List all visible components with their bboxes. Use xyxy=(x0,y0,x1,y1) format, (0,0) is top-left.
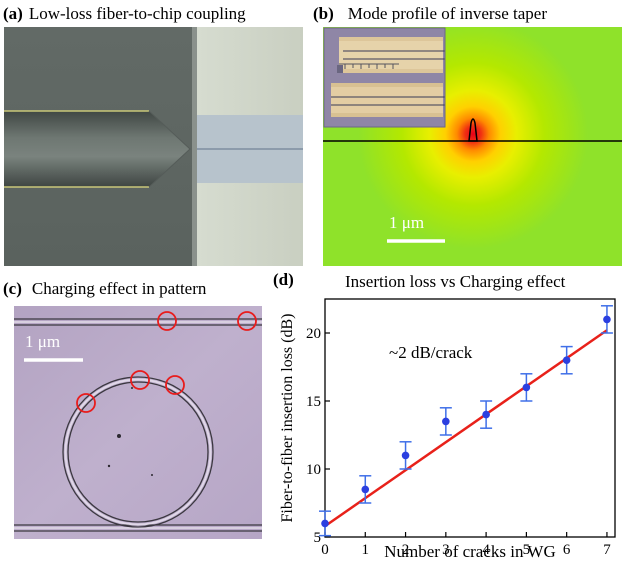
y-axis-label: Fiber-to-fiber insertion loss (dB) xyxy=(279,314,296,523)
data-point xyxy=(562,356,571,364)
y-tick-label: 5 xyxy=(314,530,322,546)
data-point xyxy=(401,451,410,460)
x-tick-label: 1 xyxy=(362,542,370,558)
debris-particle xyxy=(107,464,111,468)
fiber-tip-edge xyxy=(148,110,191,188)
panel-b-mode-profile: 1 μm xyxy=(323,27,622,266)
x-tick-label: 2 xyxy=(402,542,410,558)
panel-a-title: (a) Low-loss fiber-to-chip coupling xyxy=(3,4,246,24)
panel-b-title-text: Mode profile of inverse taper xyxy=(347,4,547,23)
bus-waveguide-top xyxy=(14,318,262,326)
data-point xyxy=(442,417,450,426)
linear-fit-line xyxy=(324,329,608,528)
data-point xyxy=(603,315,611,324)
data-point xyxy=(522,383,531,392)
panel-c-micrograph: 1 μm xyxy=(14,306,262,539)
chart-annotation: ~2 dB/crack xyxy=(389,343,473,362)
y-tick-label: 15 xyxy=(306,394,321,410)
panel-a-letter: (a) xyxy=(3,4,23,23)
x-tick-label: 4 xyxy=(482,542,490,558)
scale-label-c: 1 μm xyxy=(25,332,60,351)
x-tick-label: 0 xyxy=(321,542,329,558)
crack-markers xyxy=(76,311,257,413)
panel-d-letter-box: (d) xyxy=(273,270,300,290)
ring-resonator xyxy=(62,376,214,528)
inset-taper-image xyxy=(323,27,446,128)
insertion-loss-chart: 0 1 2 3 4 5 6 7 5 10 15 20 ~2 dB/crack Number of c… xyxy=(279,298,616,561)
data-point xyxy=(482,410,490,419)
panel-c-letter: (c) xyxy=(3,279,22,298)
crack-marker xyxy=(130,370,150,390)
panel-a-title-text: Low-loss fiber-to-chip coupling xyxy=(28,4,246,23)
debris-particle xyxy=(151,474,153,476)
data-point xyxy=(321,519,329,528)
x-tick-label: 7 xyxy=(603,542,611,558)
crack-marker xyxy=(76,393,96,413)
y-tick-label: 20 xyxy=(306,326,321,342)
x-tick-label: 6 xyxy=(563,542,571,558)
x-axis-label: Number of cracks in WG xyxy=(384,542,556,561)
crack-marker xyxy=(237,311,257,331)
panel-c-title-text: Charging effect in pattern xyxy=(31,279,207,298)
data-point xyxy=(361,485,370,494)
crack-marker xyxy=(157,311,177,331)
scale-label-b: 1 μm xyxy=(389,213,424,232)
crack-marker xyxy=(165,375,185,395)
chip-edge-shadow xyxy=(192,27,197,266)
panel-d-title: Insertion loss vs Charging effect xyxy=(345,272,565,292)
chip-surface xyxy=(14,306,262,539)
panel-b-title: (b) Mode profile of inverse taper xyxy=(313,4,547,24)
panel-b-letter: (b) xyxy=(313,4,334,23)
y-tick-label: 10 xyxy=(306,462,321,478)
taper-tip-outline xyxy=(468,118,478,142)
plot-frame xyxy=(324,298,616,538)
optical-fiber xyxy=(4,111,190,187)
debris-particle xyxy=(117,434,121,438)
panel-c-title: (c) Charging effect in pattern xyxy=(3,279,206,299)
panel-d-letter: (d) xyxy=(273,270,294,289)
debris-particle xyxy=(131,387,133,389)
x-tick-label: 3 xyxy=(442,542,450,558)
x-tick-label: 5 xyxy=(523,542,531,558)
panel-d-title-text: Insertion loss vs Charging effect xyxy=(345,272,566,291)
panel-a-micrograph xyxy=(4,27,303,266)
